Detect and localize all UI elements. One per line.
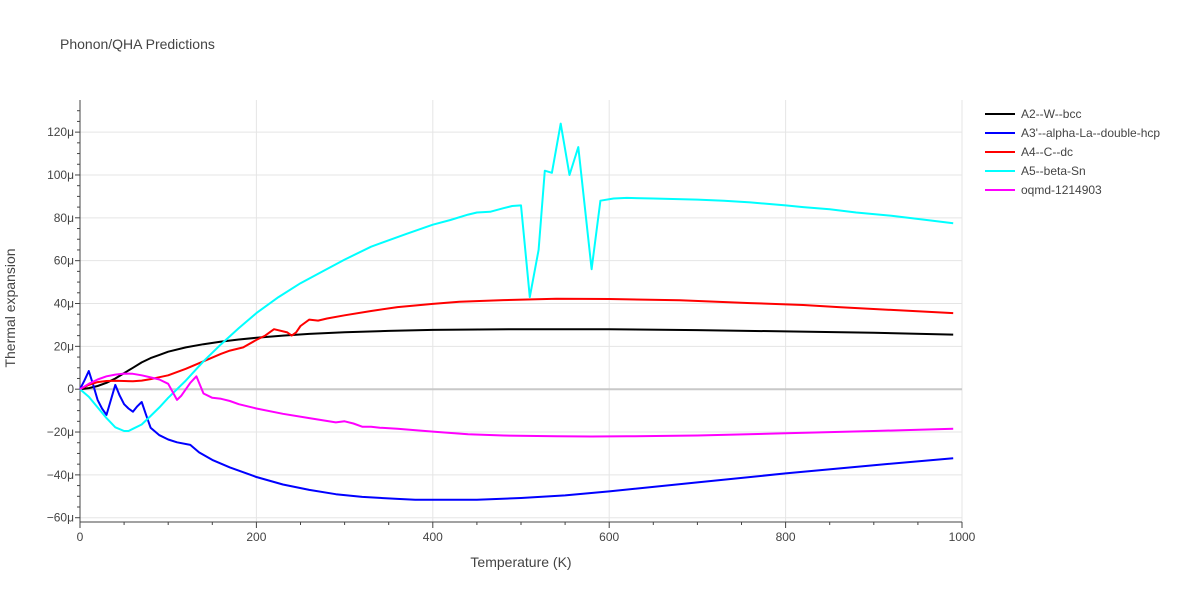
tick-label-layer: 0 200 400 600 800 1000 −60μ −40μ −20μ 0 20μ 40μ 60μ 8… xyxy=(47,125,976,544)
x-tick-label: 0 xyxy=(77,530,84,544)
legend-item[interactable]: oqmd-1214903 xyxy=(985,180,1160,199)
legend: A2--W--bcc A3'--alpha-La--double-hcp A4--C… xyxy=(985,104,1160,199)
series-line-4[interactable] xyxy=(79,372,954,438)
series-line-0[interactable] xyxy=(79,328,954,391)
x-axis-title: Temperature (K) xyxy=(470,554,572,570)
legend-label: A2--W--bcc xyxy=(1021,106,1082,121)
legend-label: oqmd-1214903 xyxy=(1021,182,1102,197)
y-tick-label: 20μ xyxy=(54,339,74,353)
y-tick-label: 80μ xyxy=(54,211,74,225)
x-tick-label: 400 xyxy=(423,530,443,544)
legend-label: A5--beta-Sn xyxy=(1021,163,1086,178)
legend-label: A4--C--dc xyxy=(1021,144,1074,159)
legend-item[interactable]: A3'--alpha-La--double-hcp xyxy=(985,123,1160,142)
y-tick-label: −60μ xyxy=(47,511,74,525)
x-tick-label: 600 xyxy=(599,530,619,544)
legend-item[interactable]: A5--beta-Sn xyxy=(985,161,1160,180)
y-tick-label: −20μ xyxy=(47,425,74,439)
series-line-2[interactable] xyxy=(79,297,954,391)
y-axis-title: Thermal expansion xyxy=(2,248,18,368)
series-line-1[interactable] xyxy=(79,370,954,501)
series-layer xyxy=(79,122,954,501)
legend-item[interactable]: A4--C--dc xyxy=(985,142,1160,161)
legend-swatch xyxy=(985,169,1015,172)
legend-swatch xyxy=(985,131,1015,134)
legend-swatch xyxy=(985,112,1015,115)
x-tick-label: 200 xyxy=(246,530,266,544)
y-tick-label: −40μ xyxy=(47,468,74,482)
axis-layer xyxy=(75,100,963,528)
x-tick-label: 800 xyxy=(776,530,796,544)
legend-swatch xyxy=(985,188,1015,191)
y-tick-label: 120μ xyxy=(47,125,74,139)
y-tick-label: 100μ xyxy=(47,168,74,182)
y-tick-label: 40μ xyxy=(54,297,74,311)
y-tick-label: 0 xyxy=(67,382,74,396)
x-tick-label: 1000 xyxy=(949,530,976,544)
grid-layer xyxy=(80,100,963,522)
legend-item[interactable]: A2--W--bcc xyxy=(985,104,1160,123)
y-tick-label: 60μ xyxy=(54,254,74,268)
series-line-3[interactable] xyxy=(79,122,954,432)
legend-swatch xyxy=(985,150,1015,153)
chart-title: Phonon/QHA Predictions xyxy=(60,36,215,52)
legend-label: A3'--alpha-La--double-hcp xyxy=(1021,125,1161,140)
